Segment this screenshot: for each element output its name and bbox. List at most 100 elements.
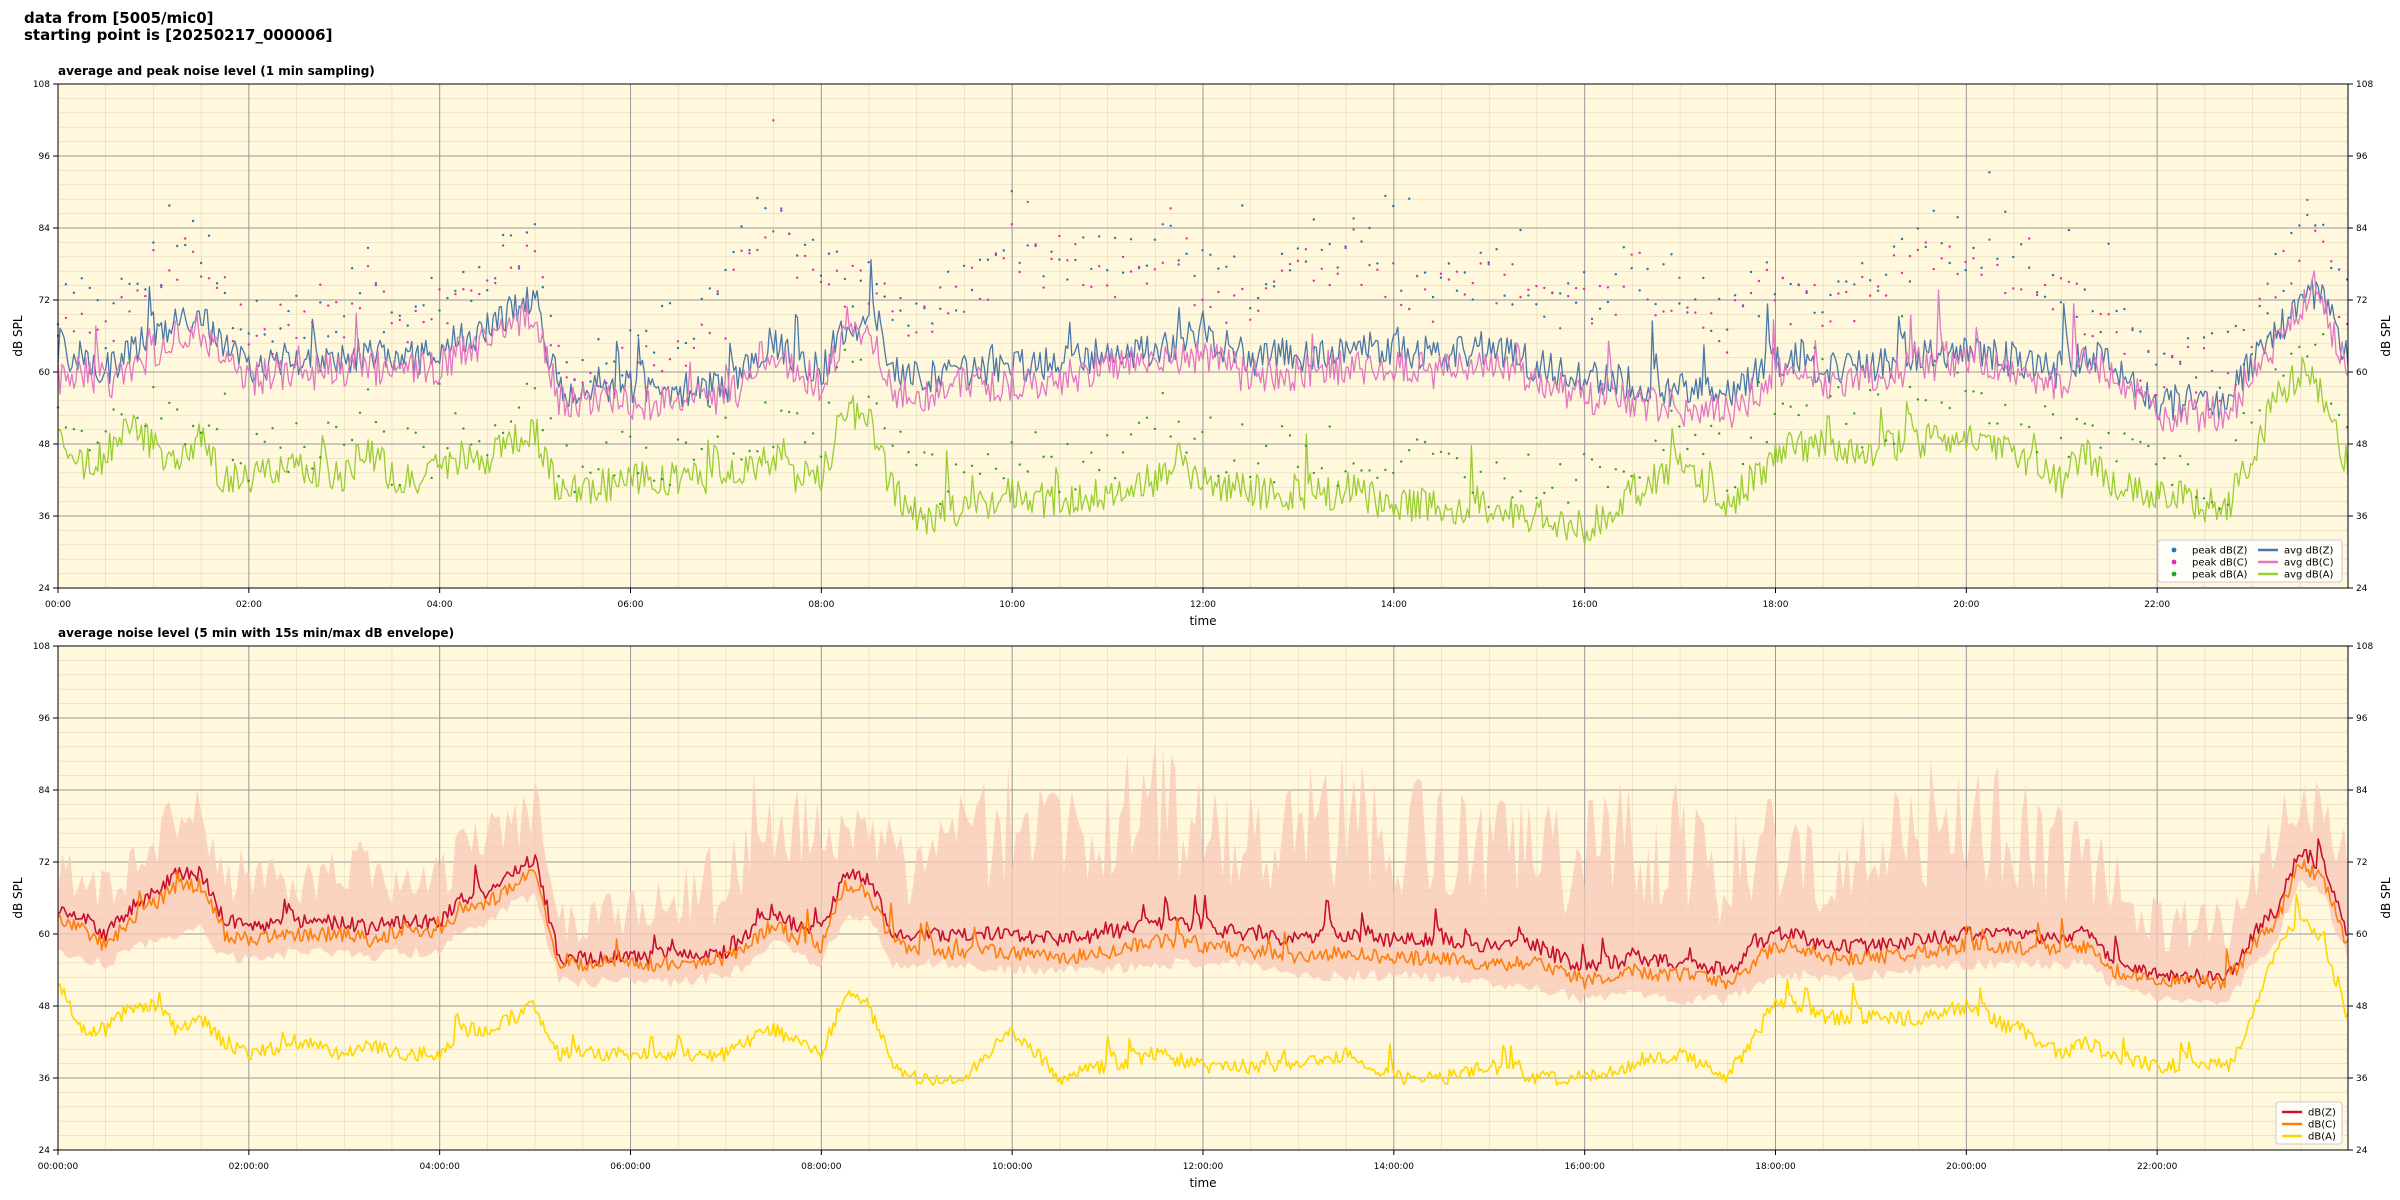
scatter-point <box>1892 245 1896 248</box>
scatter-point <box>1678 302 1681 305</box>
scatter-point <box>1257 296 1260 300</box>
scatter-point <box>358 411 362 414</box>
scatter-point <box>851 360 854 363</box>
scatter-point <box>2234 439 2237 442</box>
legend-label: avg dB(Z) <box>2284 546 2334 557</box>
scatter-point <box>1106 434 1109 437</box>
scatter-point <box>1932 267 1936 271</box>
scatter-point <box>501 233 505 237</box>
scatter-point <box>803 254 807 258</box>
xtick-label: 04:00:00 <box>419 1162 460 1172</box>
scatter-point <box>120 413 123 416</box>
scatter-point <box>1908 385 1912 389</box>
scatter-point <box>263 328 266 331</box>
scatter-point <box>319 301 322 304</box>
scatter-point <box>168 269 171 272</box>
scatter-point <box>1551 291 1554 294</box>
scatter-point <box>843 277 847 281</box>
ytick-label-left: 24 <box>39 584 51 594</box>
scatter-point <box>422 445 425 449</box>
scatter-point <box>1606 300 1610 304</box>
scatter-point <box>1217 290 1220 294</box>
scatter-point <box>311 321 314 325</box>
scatter-point <box>803 243 807 246</box>
scatter-point <box>1574 478 1578 482</box>
scatter-point <box>2250 421 2253 424</box>
scatter-point <box>748 248 751 252</box>
scatter-point <box>454 289 457 293</box>
scatter-point <box>692 337 696 340</box>
scatter-point <box>1861 446 1864 449</box>
scatter-point <box>2107 313 2110 316</box>
scatter-point <box>1400 289 1403 292</box>
scatter-point <box>327 421 330 424</box>
scatter-point <box>2202 497 2206 500</box>
scatter-point <box>1829 293 1832 297</box>
scatter-point <box>494 277 497 280</box>
scatter-point <box>406 341 409 344</box>
scatter-point <box>390 311 393 314</box>
scatter-point <box>184 442 187 446</box>
scatter-point <box>605 362 608 365</box>
scatter-point <box>509 234 513 237</box>
scatter-point <box>2020 243 2023 246</box>
scatter-point <box>1940 257 1943 260</box>
scatter-point <box>311 467 314 470</box>
scatter-point <box>803 441 807 444</box>
scatter-point <box>1638 251 1641 254</box>
scatter-point <box>1924 399 1928 402</box>
scatter-point <box>827 401 831 404</box>
scatter-point <box>374 282 378 285</box>
scatter-point <box>1002 249 1005 252</box>
scatter-point <box>1853 412 1856 415</box>
ytick-label-left: 84 <box>39 224 51 234</box>
scatter-point <box>1916 227 1920 230</box>
scatter-point <box>454 412 457 415</box>
scatter-point <box>1487 505 1490 509</box>
scatter-point <box>2186 345 2190 349</box>
scatter-point <box>1296 259 1300 263</box>
scatter-point <box>1503 477 1506 480</box>
scatter-point <box>247 332 250 335</box>
scatter-point <box>700 323 703 326</box>
chart-top: 24 24 36 36 48 48 60 60 72 72 84 84 96 96 108 108 00:00 0… <box>11 64 2393 628</box>
scatter-point <box>2258 409 2261 412</box>
scatter-point <box>859 358 862 361</box>
scatter-point <box>335 301 338 304</box>
scatter-point <box>2250 353 2253 356</box>
legend-marker <box>2171 547 2177 553</box>
xtick-label: 18:00 <box>1763 600 1789 610</box>
scatter-point <box>1328 425 1331 428</box>
scatter-point <box>2043 283 2047 287</box>
scatter-point <box>613 392 616 395</box>
scatter-point <box>1511 303 1514 306</box>
scatter-point <box>1980 392 1983 395</box>
scatter-point <box>319 283 322 286</box>
scatter-point <box>1257 462 1260 465</box>
scatter-point <box>1495 302 1498 305</box>
scatter-point <box>756 248 759 252</box>
scatter-point <box>827 283 831 286</box>
scatter-point <box>2194 391 2198 394</box>
scatter-point <box>811 268 815 271</box>
scatter-point <box>1567 501 1570 504</box>
scatter-point <box>549 417 552 420</box>
scatter-point <box>1718 432 1721 435</box>
scatter-point <box>1439 276 1443 279</box>
scatter-point <box>199 431 203 434</box>
scatter-point <box>716 290 719 293</box>
scatter-point <box>1376 262 1379 265</box>
scatter-point <box>1837 292 1840 295</box>
scatter-point <box>1710 424 1713 428</box>
scatter-point <box>549 314 552 318</box>
scatter-point <box>152 241 155 244</box>
scatter-point <box>1996 257 1999 260</box>
scatter-point <box>1543 315 1546 318</box>
scatter-point <box>1121 271 1125 274</box>
scatter-point <box>1646 298 1649 301</box>
scatter-point <box>96 299 99 302</box>
scatter-point <box>239 462 242 465</box>
scatter-point <box>867 302 870 305</box>
scatter-point <box>2218 386 2222 389</box>
scatter-point <box>1050 257 1053 261</box>
